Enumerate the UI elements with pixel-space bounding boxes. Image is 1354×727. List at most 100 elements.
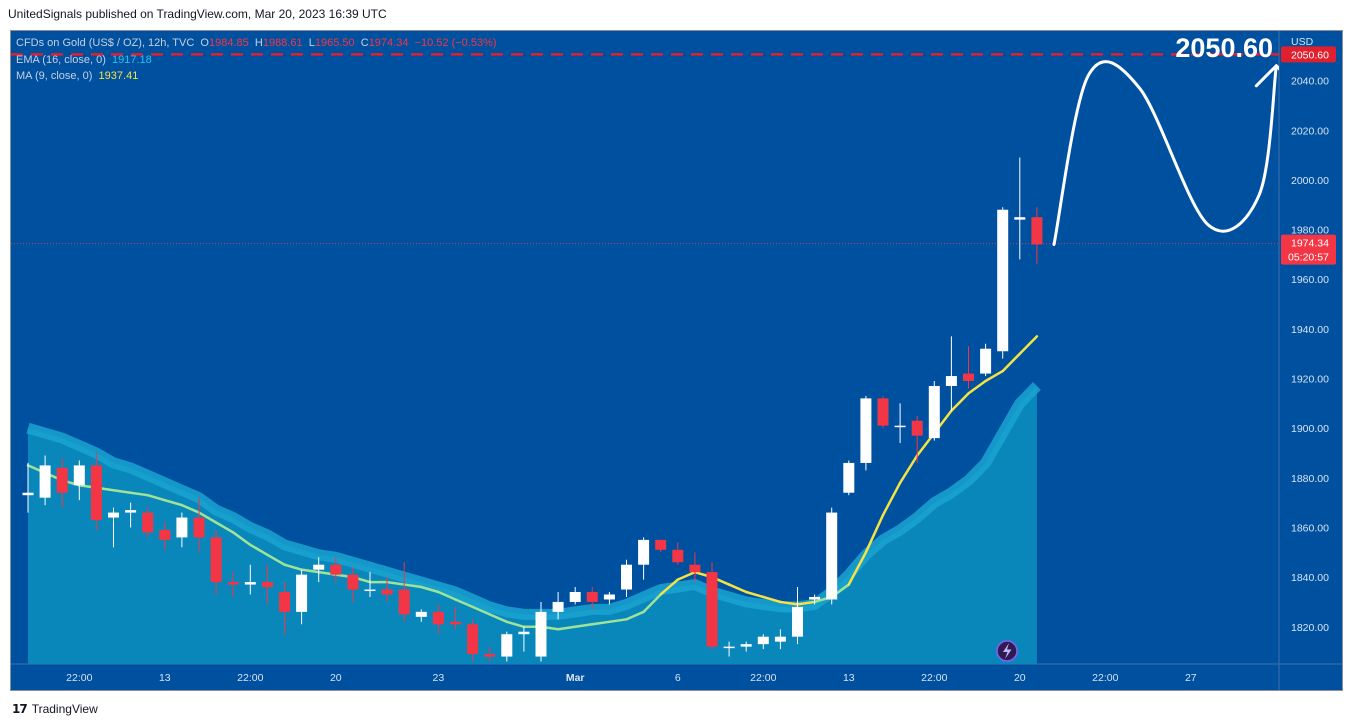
time-tick-label: 22:00 (237, 672, 263, 684)
chart-canvas[interactable]: USD 2050.60 1820.00 1840.00 1860.00 1880.00… (11, 31, 1342, 690)
legend-open-label: O (200, 37, 209, 49)
candle-body (535, 611, 547, 657)
candle-body (415, 611, 427, 617)
time-scale[interactable]: 22:00 13 22:00 20 23 Mar 6 22:00 13 22:00 20 22:00 2… (66, 672, 1197, 684)
candle-body (877, 398, 889, 426)
candle-body (313, 564, 325, 570)
candle (227, 572, 239, 597)
candle-body (244, 582, 256, 585)
ma-segment (420, 585, 440, 594)
price-tick-label: 2020.00 (1291, 125, 1329, 137)
ma-segment (659, 578, 680, 596)
candle (638, 537, 650, 580)
candle-body (176, 517, 188, 538)
candle-body (296, 574, 308, 612)
flash-icon[interactable] (996, 640, 1018, 662)
current-price-tag-bg (1281, 234, 1336, 265)
candle-body (450, 621, 461, 625)
candle-body (1014, 217, 1026, 220)
candle-body (672, 549, 684, 563)
price-tick-label: 1920.00 (1291, 374, 1329, 386)
candle (518, 626, 530, 652)
candle (73, 460, 85, 501)
candle (757, 634, 769, 650)
legend-ema-row[interactable]: EMA (16, close, 0) 1917.18 (16, 52, 497, 69)
ma-segment (796, 600, 816, 606)
candle-body (963, 373, 974, 382)
candle (450, 606, 461, 630)
legend-high-label: H (254, 37, 263, 49)
ma-segment (112, 488, 132, 494)
time-tick-label: 22:00 (921, 672, 947, 684)
price-scale[interactable]: 1820.00 1840.00 1860.00 1880.00 1900.00 1920.… (1291, 76, 1329, 634)
ma-segment (556, 625, 577, 631)
candle (689, 552, 701, 583)
ma-segment (744, 590, 765, 599)
ma-segment (197, 511, 218, 524)
candle-body (432, 611, 444, 625)
price-tick-label: 1940.00 (1291, 324, 1329, 336)
candle (125, 502, 137, 528)
price-tick-label: 2000.00 (1291, 175, 1329, 187)
ma-segment (437, 590, 457, 601)
time-tick-label: 23 (433, 672, 445, 684)
candle (997, 207, 1009, 359)
candle-body (261, 582, 273, 588)
candle (569, 587, 581, 605)
candle (330, 557, 342, 583)
plot-area (11, 53, 1279, 664)
time-tick-label: Mar (566, 672, 585, 684)
ma-segment (471, 605, 491, 616)
candle (210, 529, 222, 595)
ma-segment (385, 580, 406, 586)
candle-body (108, 512, 119, 518)
candle (415, 609, 427, 622)
ma-segment (608, 618, 628, 624)
candle (586, 587, 598, 610)
candle (603, 592, 615, 605)
candle-body (39, 465, 51, 498)
legend-ma-row[interactable]: MA (9, close, 0) 1937.41 (16, 68, 497, 85)
candle-body (569, 592, 581, 602)
ma-segment (231, 531, 252, 547)
candle (655, 539, 667, 553)
tradingview-logo-icon: 𝟭𝟳 (12, 702, 28, 716)
price-axis-bg[interactable] (1279, 31, 1342, 690)
legend-symbol-row[interactable]: CFDs on Gold (US$ / OZ), 12h, TVC O1984.… (16, 35, 497, 52)
time-tick-label: 22:00 (1092, 672, 1118, 684)
candle (945, 336, 957, 411)
time-tick-label: 22:00 (750, 672, 776, 684)
candle-body (56, 467, 68, 493)
candle-body (484, 654, 496, 657)
candle (621, 559, 632, 597)
candle-body (860, 398, 872, 463)
ma-segment (214, 521, 235, 534)
tradingview-footer[interactable]: 𝟭𝟳 TradingView (12, 702, 98, 716)
candle (706, 562, 718, 650)
candle-body (809, 596, 821, 600)
current-price-tag-label: 1974.34 (1291, 238, 1329, 250)
ma-segment (625, 610, 645, 621)
candle (1031, 207, 1043, 265)
candle-body (706, 572, 718, 647)
candle (159, 522, 171, 550)
candle (467, 619, 479, 662)
price-tick-label: 2040.00 (1291, 76, 1329, 88)
candles-group (22, 157, 1043, 662)
chart-pane[interactable]: USD 2050.60 1820.00 1840.00 1860.00 1880.00… (10, 30, 1343, 691)
candle (261, 564, 273, 605)
ma-segment (864, 513, 885, 554)
currency-label: USD (1291, 36, 1314, 48)
legend-low-label: L (308, 37, 315, 49)
target-price-annotation: 2050.60 (1175, 33, 1273, 63)
candle-body (467, 624, 479, 655)
price-tick-label: 1880.00 (1291, 473, 1329, 485)
candle (381, 577, 393, 602)
candle-body (997, 209, 1009, 352)
ma-segment (454, 598, 474, 609)
ma-segment (676, 570, 697, 581)
legend-ma-value: 1937.41 (98, 70, 139, 82)
candle (398, 562, 410, 622)
ma-segment (505, 620, 526, 629)
legend-open-value: 1984.85 (208, 37, 249, 49)
